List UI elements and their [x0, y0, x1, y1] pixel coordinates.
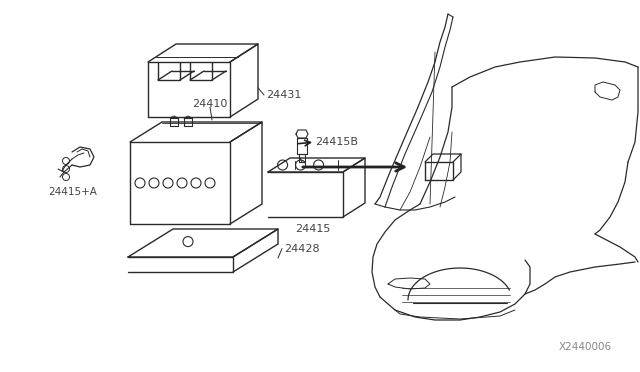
Text: 24415: 24415: [295, 224, 330, 234]
Text: 24428: 24428: [284, 244, 319, 254]
Text: 24431: 24431: [266, 90, 301, 100]
Text: X2440006: X2440006: [559, 341, 612, 352]
Text: 24410: 24410: [192, 99, 227, 109]
Text: 24415B: 24415B: [315, 137, 358, 147]
Text: 24415+A: 24415+A: [48, 187, 97, 197]
